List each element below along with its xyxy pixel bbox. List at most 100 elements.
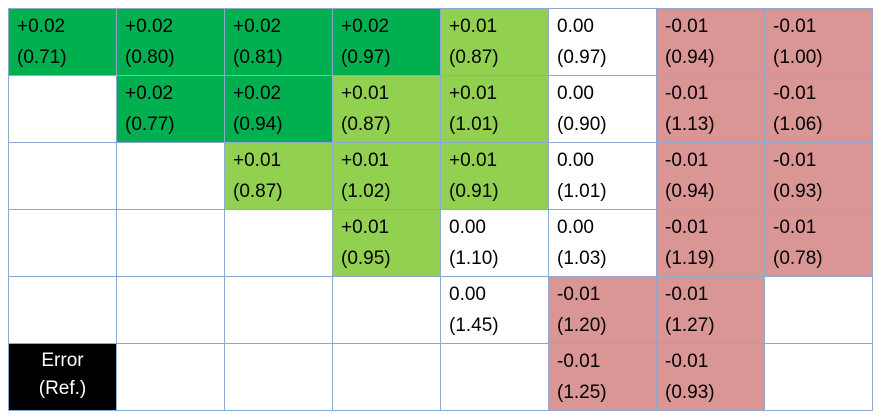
heatmap-cell: +0.02 (0.97) (332, 8, 441, 76)
empty-cell (440, 343, 549, 411)
cell-ref-value: (1.13) (665, 114, 715, 135)
cell-error-value: +0.02 (233, 83, 282, 104)
heatmap-cell: -0.01 (1.19) (656, 209, 765, 277)
cell-ref-value: (0.93) (773, 181, 823, 202)
cell-error-value: -0.01 (665, 284, 709, 305)
cell-ref-value: (0.95) (341, 248, 391, 269)
heatmap-cell: 0.00 (1.10) (440, 209, 549, 277)
cell-error-value: 0.00 (557, 150, 594, 171)
cell-error-value: -0.01 (665, 217, 709, 238)
legend-cell: Error (Ref.) (8, 343, 117, 411)
empty-cell (224, 343, 333, 411)
table-row: 0.00 (1.45) -0.01 (1.20) -0.01 (1.27) (8, 276, 873, 344)
cell-ref-value: (0.94) (665, 47, 715, 68)
cell-ref-value: (0.87) (449, 47, 499, 68)
heatmap-cell: -0.01 (0.94) (656, 142, 765, 210)
cell-ref-value: (0.77) (125, 114, 175, 135)
heatmap-cell: +0.02 (0.81) (224, 8, 333, 76)
cell-error-value: -0.01 (773, 83, 817, 104)
cell-ref-value: (0.81) (233, 47, 283, 68)
cell-ref-value: (1.45) (449, 315, 499, 336)
heatmap-cell: +0.01 (0.95) (332, 209, 441, 277)
cell-error-value: 0.00 (557, 16, 594, 37)
heatmap-cell: +0.01 (0.87) (224, 142, 333, 210)
heatmap-cell: 0.00 (1.03) (548, 209, 657, 277)
empty-cell (224, 209, 333, 277)
cell-error-value: -0.01 (665, 150, 709, 171)
cell-error-value: -0.01 (773, 150, 817, 171)
cell-ref-value: (1.00) (773, 47, 823, 68)
cell-error-value: +0.02 (341, 16, 390, 37)
cell-error-value: -0.01 (773, 16, 817, 37)
empty-cell (8, 209, 117, 277)
heatmap-cell: +0.01 (1.02) (332, 142, 441, 210)
cell-ref-value: (0.80) (125, 47, 175, 68)
heatmap-cell: -0.01 (1.13) (656, 75, 765, 143)
cell-error-value: 0.00 (449, 284, 486, 305)
cell-error-value: -0.01 (665, 16, 709, 37)
empty-cell (8, 75, 117, 143)
cell-error-value: -0.01 (665, 351, 709, 372)
empty-cell (116, 209, 225, 277)
heatmap-cell: +0.01 (0.87) (332, 75, 441, 143)
heatmap-cell: +0.02 (0.71) (8, 8, 117, 76)
cell-ref-value: (0.91) (449, 181, 499, 202)
heatmap-cell: +0.02 (0.80) (116, 8, 225, 76)
heatmap-cell: +0.01 (0.91) (440, 142, 549, 210)
cell-ref-value: (0.90) (557, 114, 607, 135)
cell-ref-value: (0.97) (557, 47, 607, 68)
heatmap-cell: +0.01 (1.01) (440, 75, 549, 143)
empty-cell (224, 276, 333, 344)
cell-error-value: +0.01 (449, 16, 498, 37)
cell-ref-value: (1.03) (557, 248, 607, 269)
cell-ref-value: (1.01) (449, 114, 499, 135)
legend-label-error: Error (41, 350, 84, 371)
cell-error-value: +0.01 (233, 150, 282, 171)
empty-cell (8, 142, 117, 210)
table-row: +0.02 (0.77) +0.02 (0.94) +0.01 (0.87) +0.01 (1… (8, 75, 873, 143)
empty-cell (764, 276, 873, 344)
cell-ref-value: (0.97) (341, 47, 391, 68)
cell-ref-value: (1.27) (665, 315, 715, 336)
cell-ref-value: (1.10) (449, 248, 499, 269)
cell-ref-value: (0.93) (665, 382, 715, 403)
cell-error-value: +0.02 (125, 83, 174, 104)
empty-cell (116, 142, 225, 210)
cell-error-value: +0.02 (233, 16, 282, 37)
heatmap-cell: -0.01 (0.78) (764, 209, 873, 277)
heatmap-cell: -0.01 (0.93) (656, 343, 765, 411)
heatmap-cell: -0.01 (1.06) (764, 75, 873, 143)
cell-error-value: +0.01 (449, 83, 498, 104)
error-heatmap-table: +0.02 (0.71) +0.02 (0.80) +0.02 (0.81) +0.02 (0… (8, 8, 873, 411)
cell-error-value: 0.00 (557, 83, 594, 104)
cell-ref-value: (1.19) (665, 248, 715, 269)
cell-ref-value: (1.02) (341, 181, 391, 202)
heatmap-cell: 0.00 (0.90) (548, 75, 657, 143)
cell-error-value: -0.01 (665, 83, 709, 104)
cell-ref-value: (1.01) (557, 181, 607, 202)
cell-error-value: +0.02 (125, 16, 174, 37)
empty-cell (764, 343, 873, 411)
cell-error-value: +0.01 (341, 150, 390, 171)
heatmap-cell: 0.00 (1.45) (440, 276, 549, 344)
heatmap-cell: -0.01 (1.00) (764, 8, 873, 76)
cell-error-value: +0.01 (449, 150, 498, 171)
cell-ref-value: (0.94) (233, 114, 283, 135)
empty-cell (332, 276, 441, 344)
empty-cell (8, 276, 117, 344)
heatmap-cell: +0.02 (0.94) (224, 75, 333, 143)
cell-error-value: -0.01 (557, 351, 601, 372)
heatmap-cell: -0.01 (1.25) (548, 343, 657, 411)
heatmap-cell: 0.00 (1.01) (548, 142, 657, 210)
cell-ref-value: (0.78) (773, 248, 823, 269)
cell-error-value: +0.01 (341, 83, 390, 104)
empty-cell (332, 343, 441, 411)
cell-error-value: 0.00 (449, 217, 486, 238)
heatmap-cell: 0.00 (0.97) (548, 8, 657, 76)
cell-ref-value: (0.87) (233, 181, 283, 202)
heatmap-cell: +0.02 (0.77) (116, 75, 225, 143)
cell-ref-value: (1.06) (773, 114, 823, 135)
cell-error-value: 0.00 (557, 217, 594, 238)
cell-error-value: -0.01 (557, 284, 601, 305)
cell-ref-value: (1.20) (557, 315, 607, 336)
